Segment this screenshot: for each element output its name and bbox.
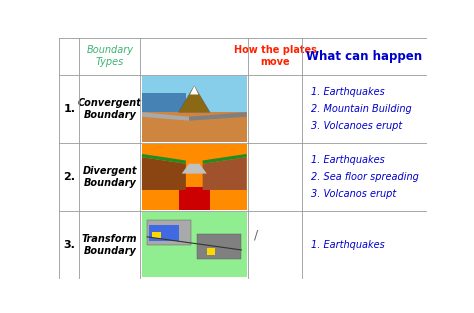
Text: Convergent
Boundary: Convergent Boundary bbox=[78, 98, 142, 120]
Bar bbox=[149, 225, 179, 241]
Polygon shape bbox=[202, 154, 246, 164]
Bar bbox=[147, 220, 191, 245]
Text: 2.: 2. bbox=[64, 172, 75, 182]
Text: 2. Mountain Building: 2. Mountain Building bbox=[311, 104, 411, 114]
Polygon shape bbox=[190, 86, 199, 95]
Text: 3. Volcanos erupt: 3. Volcanos erupt bbox=[311, 189, 396, 199]
Polygon shape bbox=[179, 86, 210, 112]
Text: 2. Sea floor spreading: 2. Sea floor spreading bbox=[311, 172, 419, 182]
Text: 1. Earthquakes: 1. Earthquakes bbox=[311, 87, 384, 97]
Text: 1. Earthquakes: 1. Earthquakes bbox=[311, 240, 384, 250]
Text: 3. Volcanoes erupt: 3. Volcanoes erupt bbox=[311, 121, 402, 131]
Text: What can happen: What can happen bbox=[306, 50, 422, 63]
Polygon shape bbox=[202, 157, 246, 190]
Bar bbox=[142, 93, 186, 112]
Bar bbox=[152, 232, 161, 238]
Text: 1.: 1. bbox=[64, 104, 75, 114]
Text: /: / bbox=[254, 228, 258, 242]
Text: 1. Earthquakes: 1. Earthquakes bbox=[311, 155, 384, 165]
Bar bbox=[142, 212, 246, 277]
Bar bbox=[142, 112, 246, 142]
Polygon shape bbox=[182, 164, 207, 174]
Polygon shape bbox=[142, 157, 186, 190]
Text: Divergent
Boundary: Divergent Boundary bbox=[82, 166, 137, 188]
Text: 3.: 3. bbox=[64, 240, 75, 250]
Bar bbox=[207, 248, 215, 254]
Bar bbox=[142, 144, 246, 210]
Bar bbox=[179, 187, 210, 210]
Text: Transform
Boundary: Transform Boundary bbox=[82, 234, 137, 255]
Text: Boundary
Types: Boundary Types bbox=[86, 45, 133, 67]
Bar bbox=[197, 234, 241, 259]
Polygon shape bbox=[142, 112, 189, 121]
Bar bbox=[142, 76, 246, 112]
Text: How the plates
move: How the plates move bbox=[234, 45, 317, 67]
Polygon shape bbox=[142, 154, 186, 164]
Polygon shape bbox=[189, 112, 246, 121]
